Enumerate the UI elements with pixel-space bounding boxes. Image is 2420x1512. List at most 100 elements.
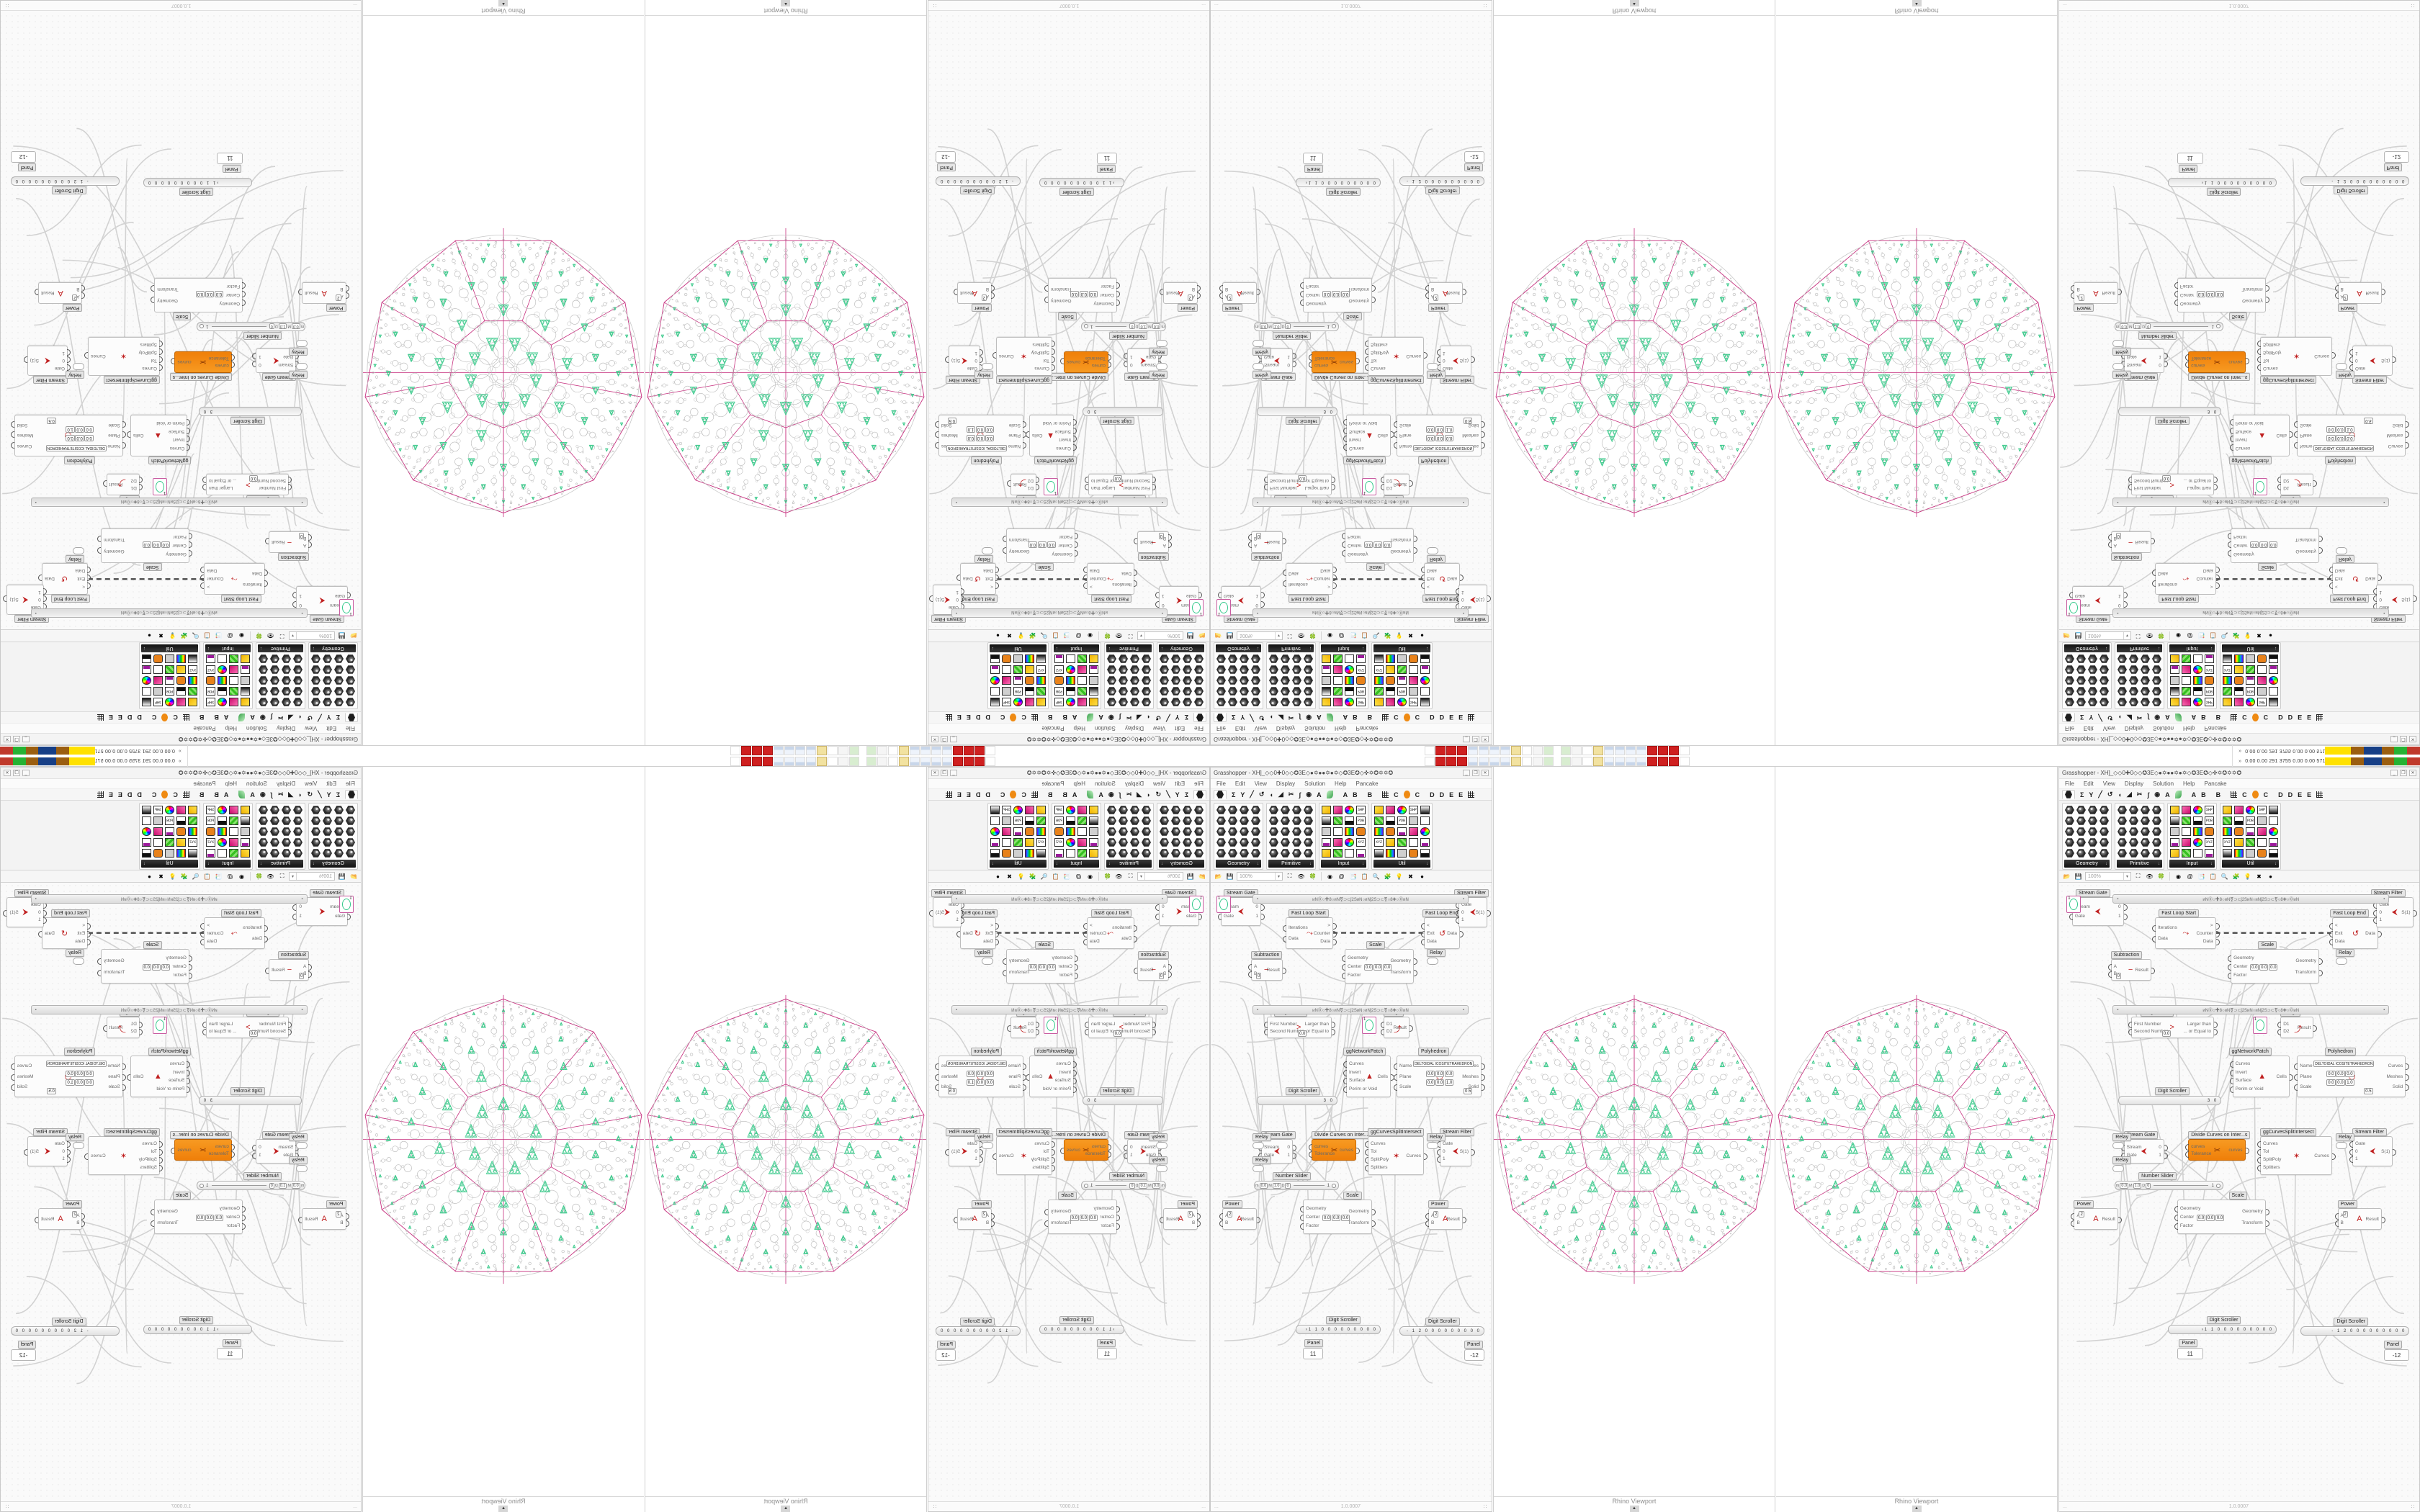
palette-cell[interactable] [1129, 686, 1140, 696]
gh-menu-display[interactable]: Display [277, 725, 295, 732]
gh-menu-pancake[interactable]: Pancake [2205, 780, 2227, 787]
palette-cell[interactable] [1303, 654, 1314, 664]
component-icon[interactable] [293, 838, 302, 847]
palette-cell[interactable] [1013, 827, 1023, 837]
palette-cell[interactable] [164, 837, 175, 847]
connector-pin[interactable] [2128, 1028, 2132, 1035]
component-icon[interactable] [1013, 806, 1023, 814]
ribbon-tab-display-icon[interactable]: ʃ [1299, 791, 1301, 798]
gh-component-digit-scroller[interactable]: - 1 2 0 0 0 0 0 0 0 0 0 [10, 1326, 120, 1336]
palette-tab-geometry[interactable]: Geometry ↓ [2064, 644, 2110, 652]
component-name-tag[interactable]: Stream Filter [1440, 1128, 1475, 1136]
palette-cell[interactable] [1420, 665, 1430, 675]
shade-icon-2[interactable]: ● [145, 872, 154, 881]
b-field[interactable]: 0 [1256, 973, 1262, 979]
scroll-left-icon[interactable]: ▪ [2117, 1008, 2118, 1012]
palette-cell[interactable] [1227, 827, 1238, 837]
component-icon[interactable] [2246, 676, 2255, 685]
palette-grid-primitive[interactable] [1106, 805, 1152, 858]
palette-cell[interactable] [2117, 827, 2128, 837]
center-field[interactable]: 0.0 [1070, 1215, 1079, 1221]
center-field[interactable]: 0.0 [161, 541, 170, 548]
palette-cell[interactable] [333, 805, 344, 815]
component-icon[interactable] [1077, 806, 1087, 814]
gh-menu-view[interactable]: View [1255, 725, 1267, 732]
gh-component-relay[interactable] [2112, 1165, 2125, 1172]
palette-cell[interactable] [1239, 686, 1250, 696]
palette-cell[interactable] [1088, 675, 1099, 685]
chevron-icon[interactable]: » [179, 756, 182, 767]
viewport-a-tabbar[interactable]: Rhino Viewport ▲ [645, 1496, 926, 1512]
component-icon[interactable] [2076, 806, 2086, 814]
gh-component-digit-scroller[interactable]: - 1 2 0 0 0 0 0 0 0 0 0 [10, 176, 120, 186]
scroll-left-icon[interactable]: ▪ [2117, 500, 2118, 505]
search-icon[interactable]: 🔍 [1039, 872, 1049, 881]
gh-menu-solution[interactable]: Solution [1304, 780, 1325, 787]
connector-pin[interactable] [2071, 285, 2075, 292]
component-icon[interactable] [1077, 665, 1087, 674]
component-icon[interactable] [1066, 654, 1075, 663]
open-file-icon[interactable]: 📂 [1197, 872, 1206, 881]
connector-pin[interactable] [202, 1021, 206, 1028]
component-icon[interactable] [1386, 806, 1395, 814]
component-name-tag[interactable]: Scale [143, 563, 162, 571]
palette-cell[interactable] [2151, 665, 2162, 675]
palette-cell[interactable] [2192, 686, 2203, 696]
center-field[interactable]: 0.0 [195, 1215, 205, 1221]
page-8-icon[interactable] [774, 757, 784, 766]
component-icon[interactable]: SHP [2205, 698, 2214, 706]
component-icon[interactable] [1386, 816, 1395, 825]
palette-tab-geometry[interactable]: Geometry ↓ [310, 860, 356, 868]
component-name-tag[interactable]: Subtraction [277, 951, 310, 959]
palette-cell[interactable] [2076, 805, 2087, 815]
palette-cell[interactable] [1193, 654, 1204, 664]
page-8-icon[interactable] [1636, 757, 1646, 766]
palette-cell[interactable] [1129, 805, 1140, 815]
component-icon[interactable] [2193, 816, 2202, 825]
gh-menu-file[interactable]: File [1194, 780, 1204, 787]
palette-group-input[interactable]: SHP PDB XYZ Input ↓ [1319, 642, 1368, 709]
component-icon[interactable]: SHP [1054, 698, 1064, 706]
plane-z-field[interactable]: 1.0 [66, 426, 75, 433]
palette-cell[interactable] [322, 805, 333, 815]
palette-grid-primitive[interactable] [1268, 805, 1314, 858]
component-icon[interactable] [293, 698, 302, 706]
connector-pin[interactable] [35, 1216, 39, 1223]
component-name-tag[interactable]: Stream Gate [310, 615, 344, 623]
palette-group-primitive[interactable]: Primitive ↓ [256, 642, 305, 709]
component-icon[interactable] [229, 665, 238, 674]
gh-component-ggnetworkpatch[interactable]: Curves Invert Surface Perim or Void Cells ▲ [1343, 415, 1394, 456]
component-icon[interactable] [1409, 654, 1418, 663]
palette-cell[interactable] [1077, 805, 1088, 815]
palette-cell[interactable] [345, 686, 356, 696]
ribbon-tab-letter-a2-icon[interactable]: A [2192, 714, 2197, 721]
component-icon[interactable] [1142, 849, 1151, 858]
component-icon[interactable] [2234, 654, 2244, 663]
palette-cell[interactable] [240, 837, 251, 847]
component-icon[interactable] [241, 827, 250, 836]
ribbon-tab-eye-icon[interactable]: ◉ [1306, 714, 1312, 721]
palette-group-util[interactable]: SHP PDB XYZ Util ↓ [987, 803, 1049, 870]
component-name-tag[interactable]: ggNetworkPatch [1034, 456, 1077, 464]
palette-cell[interactable] [2257, 848, 2267, 858]
component-icon[interactable] [153, 827, 163, 836]
a-field[interactable]: 2 [1187, 294, 1193, 301]
palette-cell[interactable] [1250, 827, 1261, 837]
resize-grip-2[interactable] [2411, 3, 2416, 8]
palette-cell[interactable] [2099, 686, 2110, 696]
gh-component-larger-than[interactable]: First Number Second Number Larger than... … [202, 474, 292, 495]
gh-component-palette[interactable]: Geometry ↓ Primitive ↓ SHP PDB XYZ Input ↓ SHP PDB… [928, 801, 1209, 870]
component-icon[interactable] [323, 687, 332, 696]
connector-pin[interactable] [2174, 1214, 2178, 1221]
gh-component-panel[interactable]: 11 [2177, 153, 2203, 164]
palette-grid-input[interactable]: SHP PDB XYZ [1321, 654, 1366, 707]
palette-cell[interactable] [1106, 827, 1117, 837]
component-icon[interactable] [1107, 849, 1116, 858]
ribbon-tab-letter-e-icon[interactable]: E [967, 714, 971, 721]
gh-component-divide-curves-on-intersections[interactable]: curves Tolerance curves ✂ [2185, 1139, 2249, 1161]
component-icon[interactable] [1077, 816, 1087, 825]
scroll-right-icon[interactable]: ▪ [35, 897, 37, 901]
person-icon[interactable] [1425, 757, 1435, 766]
component-name-tag[interactable]: Digit Scroller [1059, 1316, 1094, 1324]
center-field[interactable]: 0.0 [1070, 291, 1079, 297]
